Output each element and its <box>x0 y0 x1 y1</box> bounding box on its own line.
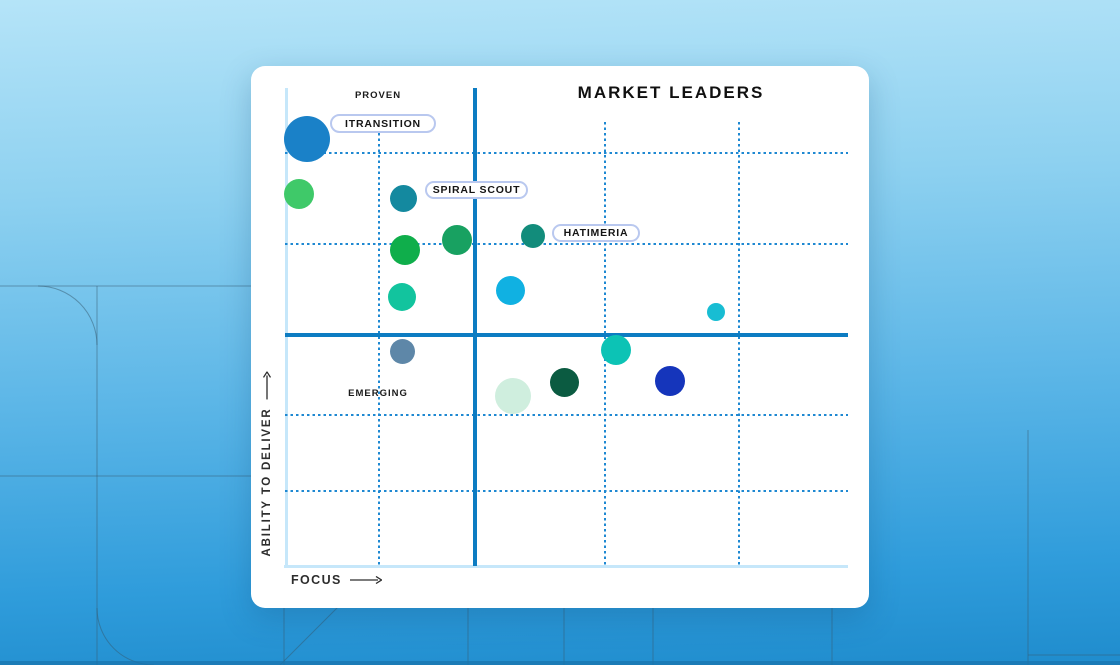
x-axis-label-text: FOCUS <box>291 573 342 587</box>
bubble-point-8 <box>388 282 417 311</box>
bubble-hatimeria <box>520 224 545 249</box>
bubble-point-12 <box>495 377 531 414</box>
bubble-point-5 <box>442 225 473 255</box>
callout-hatimeria: HATIMERIA <box>552 224 640 242</box>
chart-card <box>251 66 869 608</box>
bubble-point-9 <box>707 303 726 322</box>
bubble-point-11 <box>601 334 631 365</box>
callout-itransition: ITRANSITION <box>330 114 436 133</box>
center-vertical-line <box>473 88 477 566</box>
bubble-point-4 <box>389 235 420 265</box>
gridline-horizontal-1 <box>285 152 848 154</box>
y-axis-label-text: ABILITY TO DELIVER <box>261 407 273 557</box>
gridline-horizontal-4 <box>285 490 848 492</box>
up-arrow-icon <box>263 371 271 400</box>
bubble-spiral-scout <box>390 185 418 213</box>
bubble-point-14 <box>655 366 686 396</box>
bubble-point-13 <box>549 367 579 397</box>
bubble-point-2 <box>284 179 315 210</box>
x-axis-label: FOCUS <box>291 573 382 587</box>
right-arrow-icon <box>349 576 382 584</box>
bottom-edge-strip <box>0 661 1120 665</box>
center-horizontal-line <box>285 333 848 337</box>
gridline-vertical-1 <box>378 122 380 566</box>
y-axis-line <box>285 88 288 566</box>
bubble-itransition <box>284 116 330 163</box>
gridline-vertical-3 <box>738 122 740 566</box>
gridline-horizontal-3 <box>285 414 848 416</box>
x-axis-line <box>284 565 848 568</box>
callout-spiral-scout: SPIRAL SCOUT <box>425 181 528 199</box>
bubble-point-10 <box>389 339 415 365</box>
gridline-horizontal-2 <box>285 243 848 245</box>
bubble-point-7 <box>495 275 525 305</box>
quadrant-label-proven: PROVEN <box>354 90 402 101</box>
page-title: MARKET LEADERS <box>577 83 765 102</box>
y-axis-label: ABILITY TO DELIVER <box>261 371 273 557</box>
quadrant-label-emerging: EMERGING <box>348 388 408 399</box>
